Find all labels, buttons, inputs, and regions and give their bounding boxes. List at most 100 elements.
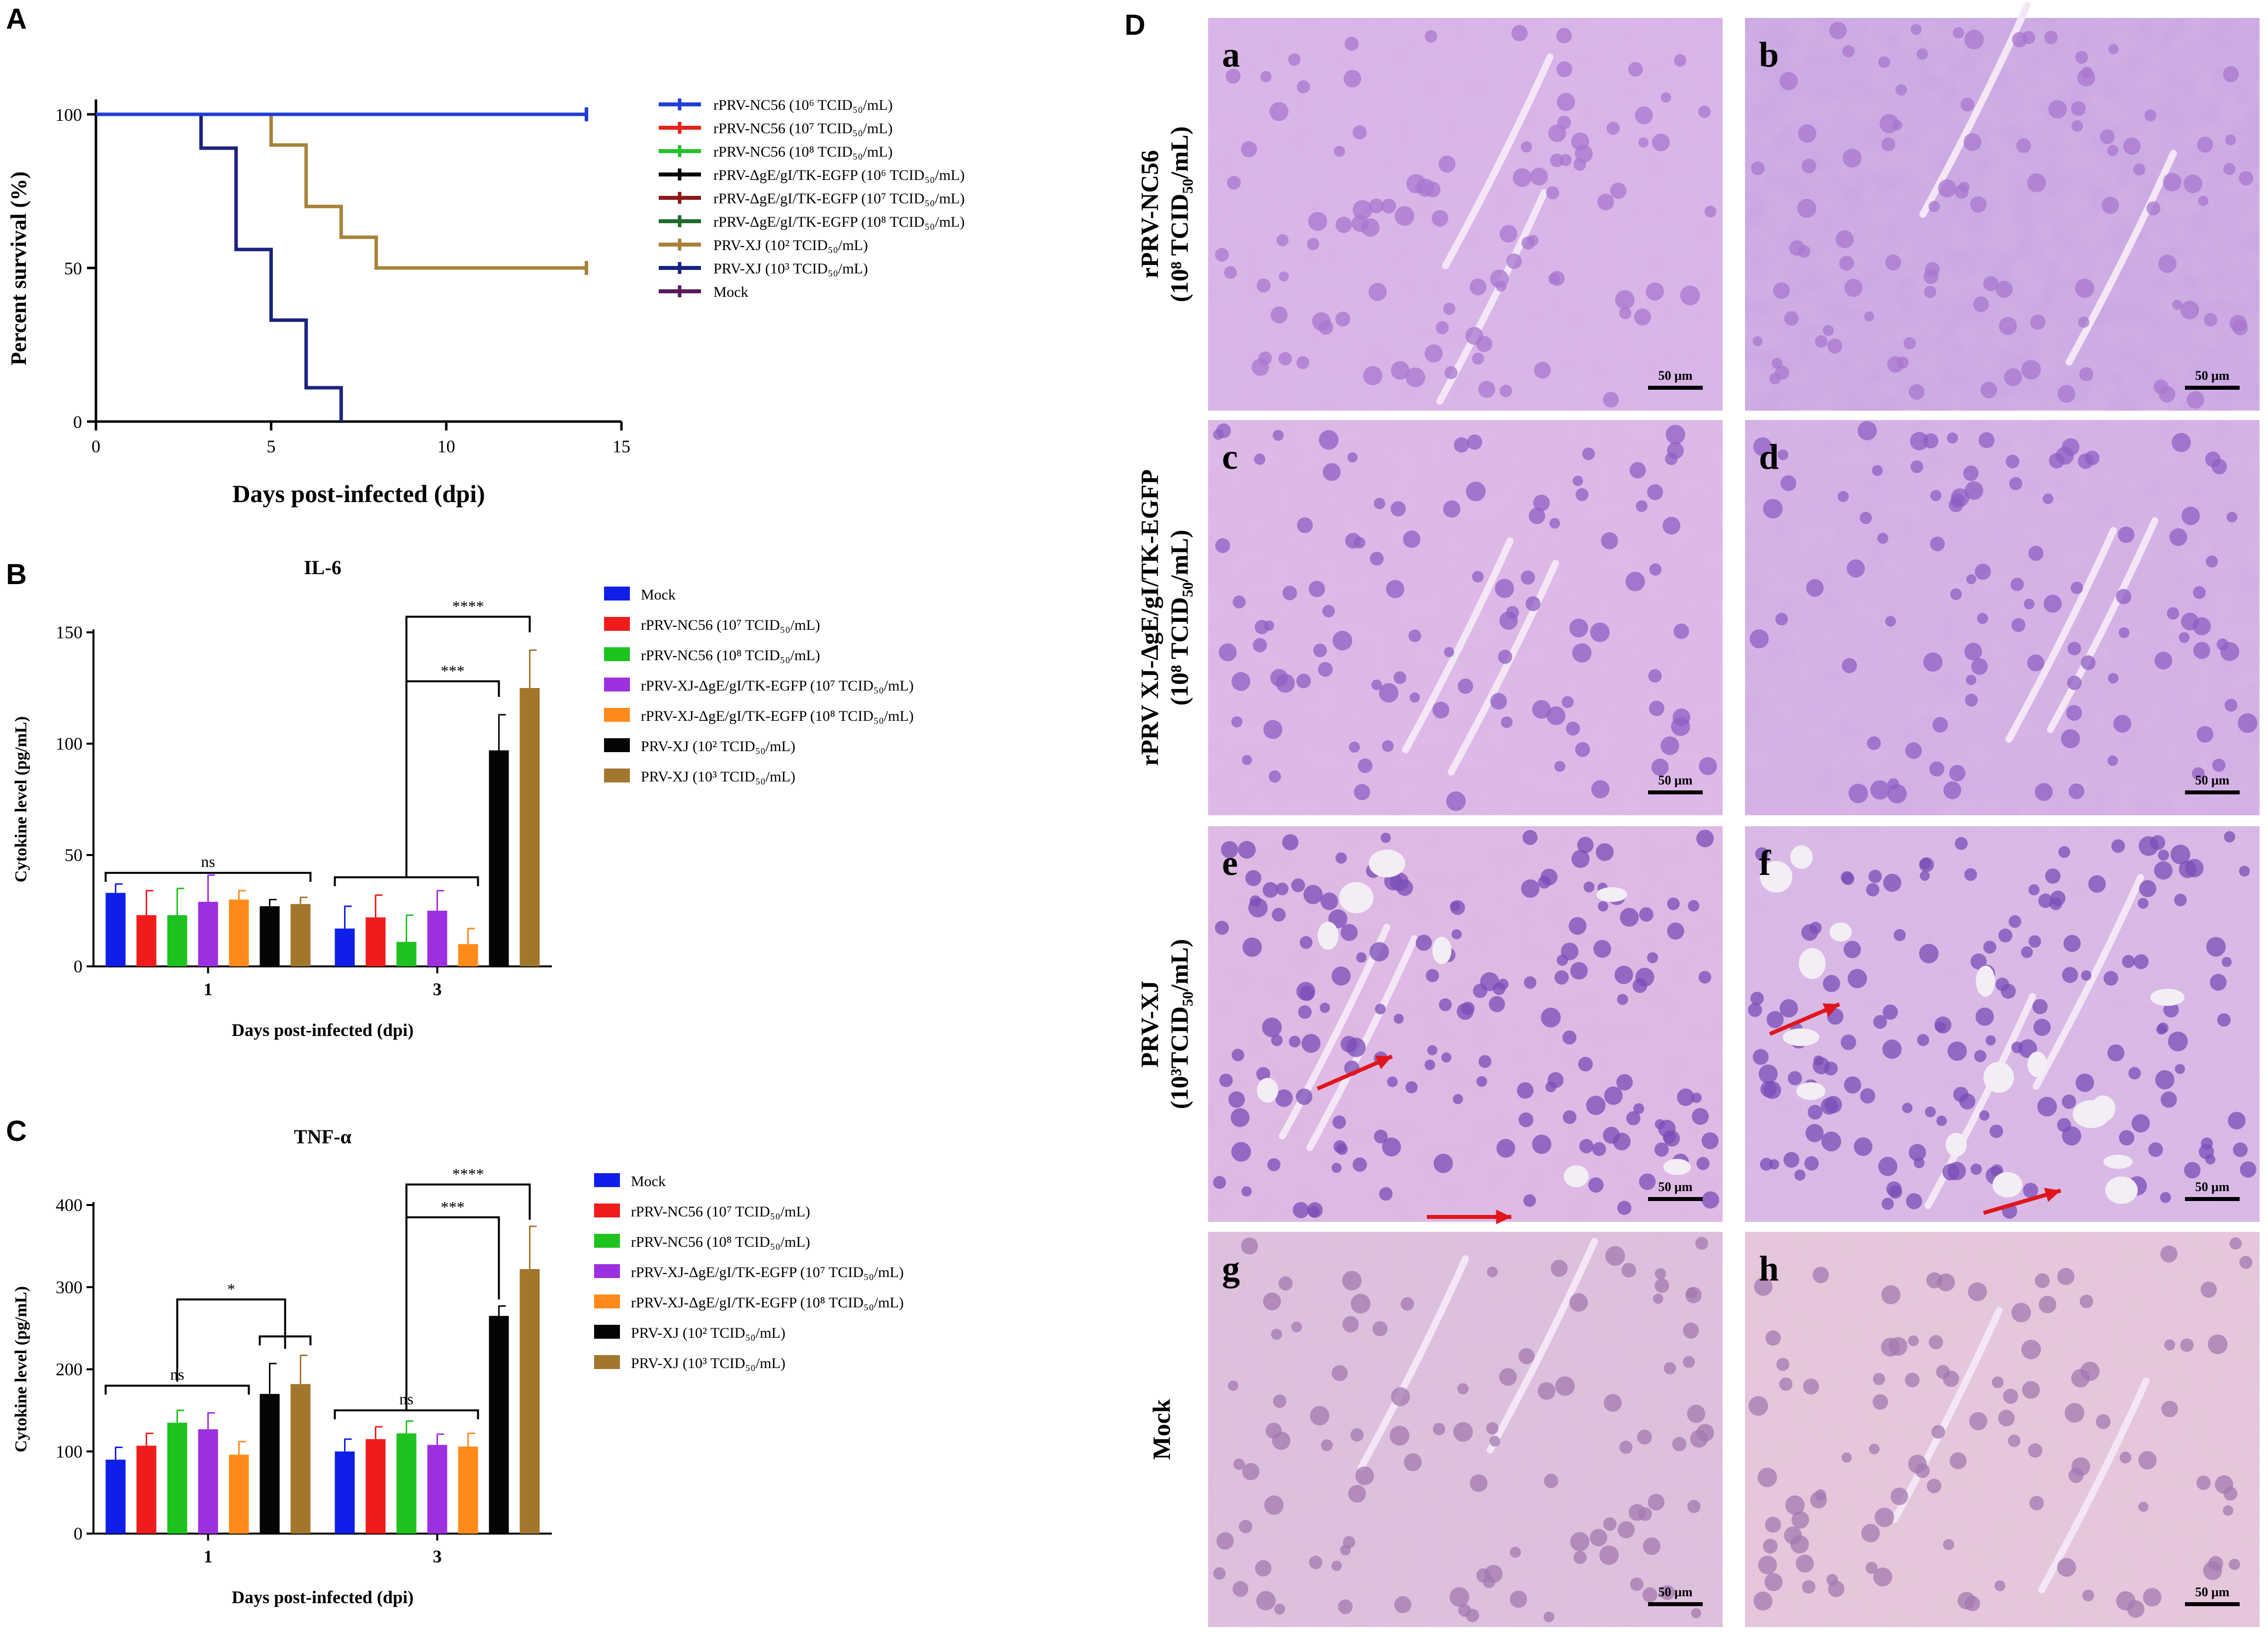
micrograph-nucleus — [2027, 173, 2046, 192]
micrograph-nucleus — [1860, 1088, 1876, 1104]
micrograph-nucleus — [1273, 1394, 1287, 1408]
micrograph-nucleus — [2058, 846, 2071, 858]
micrograph-nucleus — [1488, 996, 1505, 1013]
micrograph-nucleus — [1346, 1037, 1366, 1057]
micrograph-nucleus — [1785, 1495, 1805, 1515]
micrograph-nucleus — [2085, 450, 2099, 465]
micrograph-nucleus — [1815, 1489, 1827, 1501]
scale-bar — [1648, 790, 1703, 794]
micrograph-nucleus — [1320, 892, 1338, 910]
micrograph-nucleus — [1369, 198, 1384, 214]
micrograph-nucleus — [1289, 1035, 1301, 1047]
micrograph-nucleus — [1291, 1321, 1302, 1333]
micrograph-nucleus — [1639, 907, 1654, 922]
micrograph-nucleus — [1518, 1348, 1535, 1365]
micrograph-nucleus — [1881, 1198, 1894, 1210]
micrograph-nucleus — [1954, 184, 1969, 199]
micrograph-nucleus — [2200, 1281, 2217, 1298]
micrograph-nucleus — [1296, 982, 1315, 1001]
micrograph-nucleus — [2021, 946, 2033, 958]
micrograph-nucleus — [2043, 595, 2062, 613]
micrograph-nucleus — [2128, 1067, 2141, 1080]
micrograph-nucleus — [2049, 897, 2062, 910]
survival-series-line — [96, 112, 587, 270]
micrograph-d: d 50 μm — [1745, 420, 2260, 815]
micrograph-vessel — [1442, 53, 1554, 269]
il6-bar — [198, 902, 218, 966]
tnf-bar — [427, 1445, 447, 1534]
micrograph-nucleus — [1877, 532, 1889, 544]
micrograph-nucleus — [1556, 28, 1572, 44]
micrograph-nucleus — [1873, 1015, 1887, 1029]
micrograph-nucleus — [1291, 878, 1306, 892]
il6-bar — [489, 750, 509, 966]
micrograph-nucleus — [2203, 1561, 2222, 1580]
micrograph-nucleus — [1427, 1045, 1438, 1055]
micrograph-nucleus — [1450, 900, 1465, 915]
tnf-bar — [198, 1429, 218, 1534]
micrograph-nucleus — [1390, 1425, 1410, 1446]
micrograph-nucleus — [1579, 1139, 1594, 1153]
survival-x-axis-label: Days post-infected (dpi) — [232, 480, 485, 508]
micrograph-nucleus — [1636, 500, 1648, 512]
micrograph-nucleus — [1870, 780, 1890, 800]
micrograph-nucleus — [1806, 579, 1824, 597]
micrograph-nucleus — [1824, 1061, 1838, 1076]
il6-bar — [520, 688, 540, 966]
micrograph-nucleus — [1798, 245, 1811, 258]
micrograph-nucleus — [1597, 193, 1614, 210]
micrograph-nucleus — [1667, 922, 1684, 940]
micrograph-nucleus — [2223, 163, 2236, 175]
micrograph-vacuole — [1993, 1172, 2022, 1198]
micrograph-f: f 50 μm — [1745, 826, 2260, 1222]
tnf-x-tick-label: 3 — [433, 1547, 442, 1566]
micrograph-nucleus — [1601, 532, 1618, 550]
il6-x-axis-label: Days post-infected (dpi) — [232, 1020, 414, 1040]
micrograph-nucleus — [1763, 1539, 1778, 1554]
micrograph-nucleus — [1755, 847, 1769, 861]
micrograph-nucleus — [1686, 1288, 1697, 1299]
survival-x-tick-label: 15 — [612, 436, 630, 456]
micrograph-nucleus — [2212, 759, 2226, 772]
micrograph-nucleus — [2082, 1589, 2094, 1602]
micrograph-nucleus — [1950, 588, 1962, 601]
tnf-significance-label: *** — [441, 1198, 465, 1216]
micrograph-nucleus — [1848, 783, 1868, 803]
tnf-significance-bracket — [405, 1216, 500, 1411]
micrograph-nucleus — [1582, 447, 1595, 460]
tnf-bar — [105, 1460, 126, 1534]
micrograph-nucleus — [2062, 967, 2078, 983]
micrograph-nucleus — [1837, 491, 1849, 502]
micrograph-nucleus — [1626, 1111, 1641, 1125]
micrograph-nucleus — [1963, 133, 1982, 151]
micrograph-nucleus — [2023, 599, 2035, 609]
micrograph-nucleus — [2196, 726, 2214, 743]
micrograph-nucleus — [1978, 432, 1995, 448]
micrograph-nucleus — [1395, 206, 1414, 226]
micrograph-nucleus — [1541, 1008, 1561, 1028]
micrograph-nucleus — [1885, 255, 1902, 270]
micrograph-nucleus — [1839, 256, 1854, 271]
micrograph-nucleus — [1441, 1052, 1452, 1063]
survival-x-tick-label: 5 — [266, 436, 275, 456]
micrograph-nucleus — [1443, 500, 1461, 518]
micrograph-nucleus — [1263, 1292, 1281, 1310]
micrograph-nucleus — [2108, 673, 2119, 684]
micrograph-nucleus — [1635, 967, 1655, 987]
micrograph-nucleus — [1381, 833, 1391, 843]
micrograph-nucleus — [1301, 1033, 1321, 1053]
micrograph-nucleus — [1415, 183, 1426, 193]
micrograph-nucleus — [2228, 1112, 2246, 1129]
micrograph-nucleus — [1835, 230, 1854, 249]
micrograph-nucleus — [1352, 200, 1372, 220]
micrograph-nucleus — [1275, 1089, 1293, 1107]
il6-significance-label: **** — [452, 598, 484, 615]
il6-bar — [427, 911, 447, 966]
micrograph-nucleus — [2204, 313, 2218, 327]
micrograph-nucleus — [1358, 758, 1373, 774]
micrograph-nucleus — [1332, 1115, 1346, 1129]
il6-legend-swatch — [604, 708, 630, 722]
micrograph-nucleus — [2133, 954, 2149, 969]
micrograph-nucleus — [1298, 1005, 1312, 1019]
micrograph-nucleus — [2192, 586, 2206, 599]
